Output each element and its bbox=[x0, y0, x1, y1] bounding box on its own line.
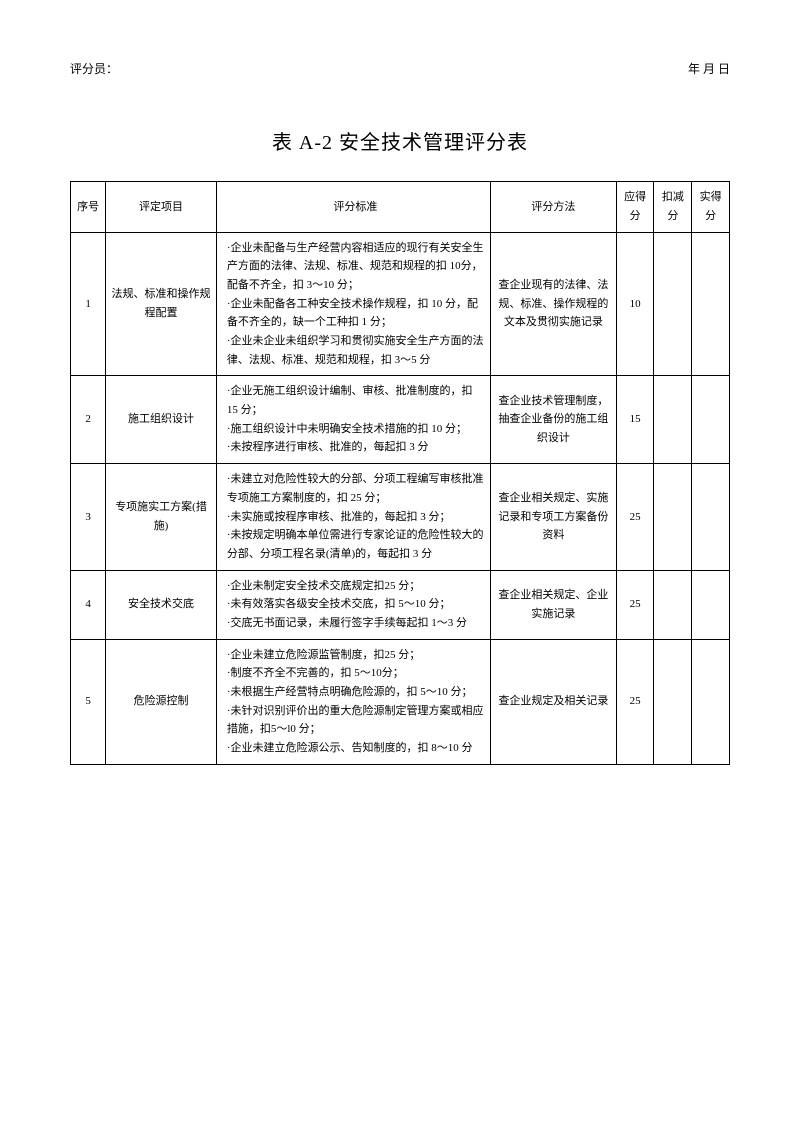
cell-seq: 3 bbox=[71, 464, 106, 570]
cell-seq: 4 bbox=[71, 570, 106, 639]
cell-score-due: 25 bbox=[616, 639, 654, 764]
table-row: 1法规、标准和操作规程配置·企业未配备与生产经营内容相适应的现行有关安全生产方面… bbox=[71, 232, 730, 376]
cell-deduct bbox=[654, 232, 692, 376]
score-table: 序号 评定项目 评分标准 评分方法 应得分 扣减分 实得分 1法规、标准和操作规… bbox=[70, 181, 730, 765]
cell-standard: ·企业未制定安全技术交底规定扣25 分； ·未有效落实各级安全技术交底，扣 5～… bbox=[216, 570, 490, 639]
cell-standard: ·企业未配备与生产经营内容相适应的现行有关安全生产方面的法律、法规、标准、规范和… bbox=[216, 232, 490, 376]
cell-score-due: 10 bbox=[616, 232, 654, 376]
cell-deduct bbox=[654, 639, 692, 764]
scorer-label: 评分员： bbox=[70, 60, 118, 79]
cell-score-act bbox=[692, 376, 730, 464]
page-header: 评分员： 年 月 日 bbox=[70, 60, 730, 79]
cell-method: 查企业技术管理制度，抽查企业备份的施工组织设计 bbox=[491, 376, 617, 464]
cell-deduct bbox=[654, 570, 692, 639]
cell-deduct bbox=[654, 376, 692, 464]
cell-seq: 5 bbox=[71, 639, 106, 764]
col-header-seq: 序号 bbox=[71, 182, 106, 232]
cell-standard: ·未建立对危险性较大的分部、分项工程编写审核批准专项施工方案制度的，扣 25 分… bbox=[216, 464, 490, 570]
cell-seq: 2 bbox=[71, 376, 106, 464]
col-header-deduct: 扣减分 bbox=[654, 182, 692, 232]
table-row: 5危险源控制·企业未建立危险源监管制度，扣25 分； ·制度不齐全不完善的，扣 … bbox=[71, 639, 730, 764]
cell-score-act bbox=[692, 464, 730, 570]
cell-method: 查企业相关规定、实施记录和专项工方案备份资料 bbox=[491, 464, 617, 570]
cell-score-due: 25 bbox=[616, 570, 654, 639]
col-header-standard: 评分标准 bbox=[216, 182, 490, 232]
col-header-method: 评分方法 bbox=[491, 182, 617, 232]
cell-item: 安全技术交底 bbox=[106, 570, 217, 639]
cell-method: 查企业现有的法律、法规、标准、操作规程的文本及贯彻实施记录 bbox=[491, 232, 617, 376]
cell-standard: ·企业未建立危险源监管制度，扣25 分； ·制度不齐全不完善的，扣 5～10分；… bbox=[216, 639, 490, 764]
table-row: 4安全技术交底·企业未制定安全技术交底规定扣25 分； ·未有效落实各级安全技术… bbox=[71, 570, 730, 639]
cell-score-act bbox=[692, 639, 730, 764]
page-title: 表 A-2 安全技术管理评分表 bbox=[70, 127, 730, 159]
cell-item: 专项施实工方案(措施) bbox=[106, 464, 217, 570]
cell-score-due: 25 bbox=[616, 464, 654, 570]
col-header-score-act: 实得分 bbox=[692, 182, 730, 232]
cell-method: 查企业相关规定、企业实施记录 bbox=[491, 570, 617, 639]
cell-score-due: 15 bbox=[616, 376, 654, 464]
cell-seq: 1 bbox=[71, 232, 106, 376]
cell-item: 法规、标准和操作规程配置 bbox=[106, 232, 217, 376]
col-header-score-due: 应得分 bbox=[616, 182, 654, 232]
date-label: 年 月 日 bbox=[688, 60, 730, 79]
col-header-item: 评定项目 bbox=[106, 182, 217, 232]
table-row: 3专项施实工方案(措施)·未建立对危险性较大的分部、分项工程编写审核批准专项施工… bbox=[71, 464, 730, 570]
cell-standard: ·企业无施工组织设计编制、审核、批准制度的，扣 15 分； ·施工组织设计中未明… bbox=[216, 376, 490, 464]
cell-method: 查企业规定及相关记录 bbox=[491, 639, 617, 764]
table-header-row: 序号 评定项目 评分标准 评分方法 应得分 扣减分 实得分 bbox=[71, 182, 730, 232]
table-row: 2施工组织设计·企业无施工组织设计编制、审核、批准制度的，扣 15 分； ·施工… bbox=[71, 376, 730, 464]
cell-score-act bbox=[692, 232, 730, 376]
cell-item: 施工组织设计 bbox=[106, 376, 217, 464]
cell-score-act bbox=[692, 570, 730, 639]
cell-item: 危险源控制 bbox=[106, 639, 217, 764]
cell-deduct bbox=[654, 464, 692, 570]
